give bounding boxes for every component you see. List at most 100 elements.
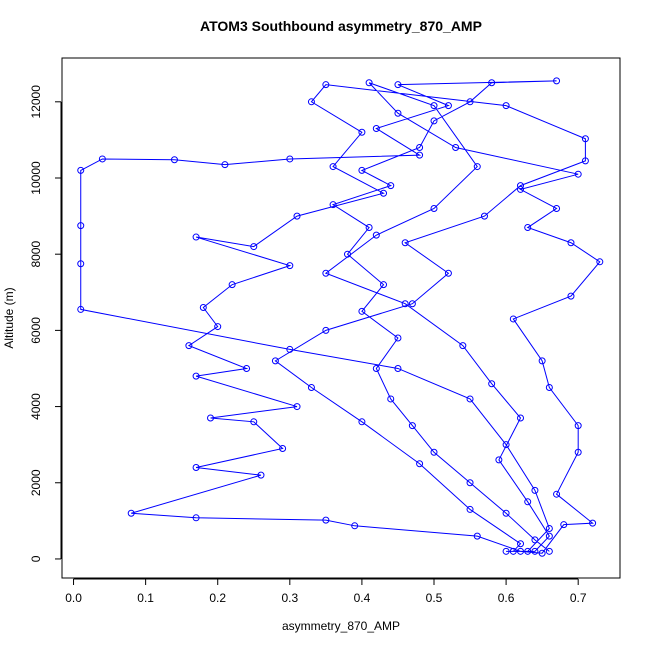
data-point (271, 357, 279, 365)
plot-box (61, 57, 621, 579)
data-point (531, 486, 539, 494)
data-point (480, 212, 488, 220)
data-point (293, 403, 301, 411)
data-point (322, 516, 330, 524)
data-point (394, 81, 402, 89)
data-point (567, 239, 575, 247)
data-point (416, 144, 424, 152)
data-point (553, 204, 561, 212)
data-point (488, 380, 496, 388)
data-point (329, 163, 337, 171)
data-point (243, 364, 251, 372)
data-point (192, 233, 200, 241)
data-point (574, 170, 582, 178)
data-point (574, 448, 582, 456)
data-point (394, 109, 402, 117)
data-point (509, 315, 517, 323)
data-point (517, 182, 525, 190)
y-tick-label: 4000 (29, 393, 43, 420)
data-point (545, 524, 553, 532)
data-point (581, 135, 589, 143)
y-tick-label: 0 (29, 555, 43, 562)
data-point (322, 326, 330, 334)
data-point (286, 262, 294, 270)
data-point (307, 98, 315, 106)
data-point (307, 384, 315, 392)
data-point (509, 547, 517, 555)
data-point (466, 505, 474, 513)
x-tick-label: 0.7 (570, 591, 587, 605)
data-point (358, 418, 366, 426)
data-point (77, 222, 85, 230)
data-point (192, 372, 200, 380)
x-tick-label: 0.6 (498, 591, 515, 605)
x-tick-label: 0.3 (281, 591, 298, 605)
data-point (545, 547, 553, 555)
data-point (545, 384, 553, 392)
data-point (416, 151, 424, 159)
data-line (80, 80, 601, 554)
data-point (329, 201, 337, 209)
data-point (567, 292, 575, 300)
data-point (416, 460, 424, 468)
data-point (466, 395, 474, 403)
x-tick-label: 0.0 (65, 591, 82, 605)
data-point (430, 117, 438, 125)
data-point (538, 549, 546, 557)
x-tick-label: 0.5 (426, 591, 443, 605)
data-point (279, 444, 287, 452)
data-point (517, 547, 525, 555)
data-point (502, 441, 510, 449)
data-point (380, 189, 388, 197)
data-point (466, 98, 474, 106)
data-point (387, 395, 395, 403)
data-point (430, 204, 438, 212)
data-point (408, 422, 416, 430)
x-tick-label: 0.4 (354, 591, 371, 605)
data-point (473, 163, 481, 171)
data-point (459, 342, 467, 350)
y-axis-label: Altitude (m) (2, 287, 16, 348)
data-point (170, 156, 178, 164)
chart-title: ATOM3 Southbound asymmetry_870_AMP (200, 18, 482, 34)
data-point (322, 269, 330, 277)
data-point (365, 79, 373, 87)
data-point (553, 490, 561, 498)
data-point (495, 456, 503, 464)
data-point (444, 269, 452, 277)
data-point (351, 522, 359, 530)
data-point (365, 224, 373, 232)
data-point (538, 357, 546, 365)
data-point (257, 471, 265, 479)
data-point (517, 414, 525, 422)
data-point (250, 243, 258, 251)
data-point (452, 144, 460, 152)
data-point (77, 260, 85, 268)
x-tick-label: 0.1 (137, 591, 154, 605)
data-point (77, 166, 85, 174)
y-tick-label: 10000 (29, 161, 43, 195)
data-point (473, 532, 481, 540)
data-point (394, 364, 402, 372)
data-point (517, 540, 525, 548)
data-point (589, 519, 597, 527)
data-point (560, 521, 568, 529)
data-point (394, 334, 402, 342)
data-point (596, 258, 604, 266)
data-point (127, 509, 135, 517)
data-point (502, 102, 510, 110)
x-axis-label: asymmetry_870_AMP (282, 619, 400, 633)
data-point (77, 305, 85, 313)
data-point (98, 155, 106, 163)
data-point (207, 414, 215, 422)
data-point (387, 182, 395, 190)
data-point (221, 161, 229, 169)
data-point (408, 300, 416, 308)
data-point (358, 166, 366, 174)
data-point (517, 185, 525, 193)
data-point (286, 155, 294, 163)
data-point (531, 547, 539, 555)
data-point (192, 514, 200, 522)
data-point (322, 81, 330, 89)
